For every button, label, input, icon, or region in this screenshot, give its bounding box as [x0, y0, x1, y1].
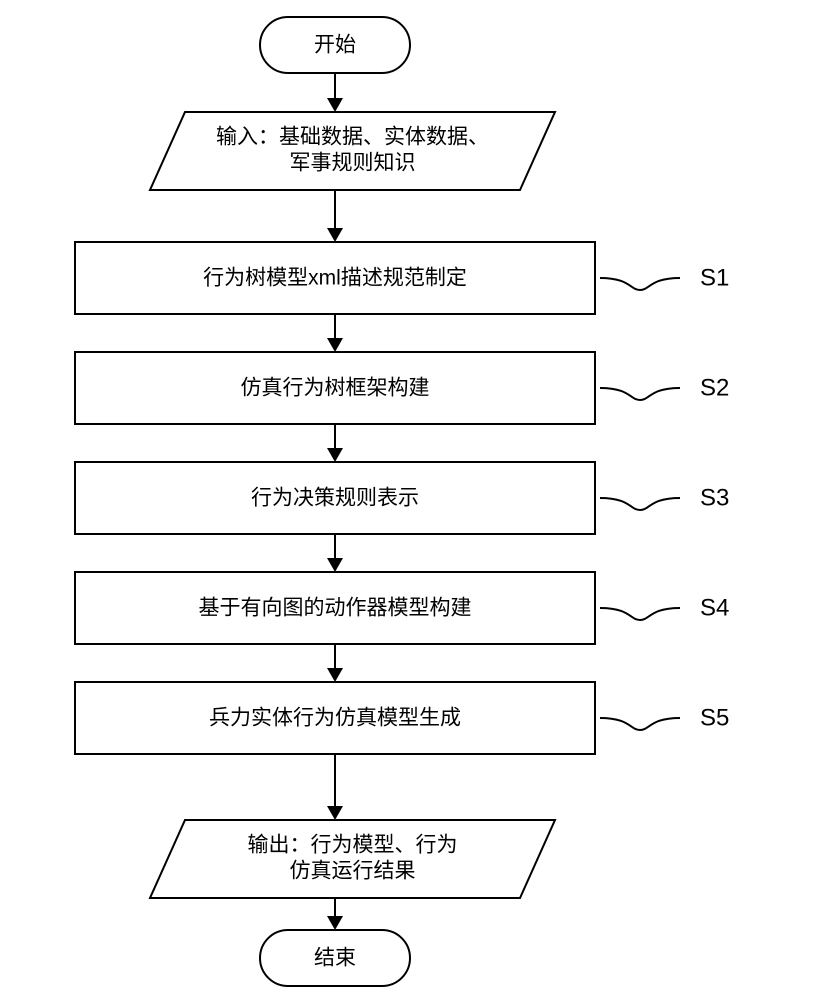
step-tag: S5	[700, 704, 729, 731]
step-tag: S4	[700, 594, 729, 621]
terminator-label: 结束	[314, 947, 356, 970]
io-text: 仿真运行结果	[290, 860, 416, 883]
terminator-label: 开始	[314, 34, 356, 57]
flowchart-diagram: 开始结束 输入：基础数据、实体数据、军事规则知识输出：行为模型、行为仿真运行结果 行…	[0, 0, 820, 1000]
io-text: 军事规则知识	[290, 152, 416, 175]
process-label: 行为树模型xml描述规范制定	[203, 267, 467, 290]
process-label: 仿真行为树框架构建	[241, 377, 430, 400]
io-text: 输出：行为模型、行为	[248, 834, 458, 857]
step-tag: S1	[700, 264, 729, 291]
process-label: 兵力实体行为仿真模型生成	[209, 707, 461, 730]
step-tag: S3	[700, 484, 729, 511]
process-label: 行为决策规则表示	[251, 487, 419, 510]
step-tag: S2	[700, 374, 729, 401]
process-label: 基于有向图的动作器模型构建	[199, 597, 472, 620]
io-text: 输入：基础数据、实体数据、	[216, 126, 489, 149]
